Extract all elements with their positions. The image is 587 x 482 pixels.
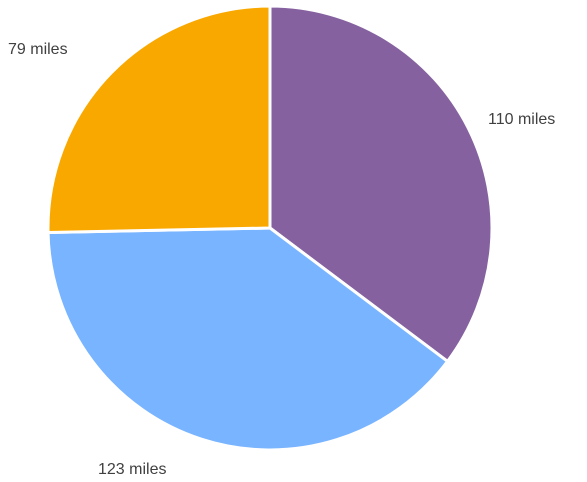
pie-labels: 110 miles 123 miles 79 miles: [8, 41, 555, 478]
pie-slice-2: [46, 226, 449, 452]
pie-slices: [46, 4, 494, 452]
pie-slice-1: [268, 4, 494, 363]
slice-label-2: 123 miles: [98, 461, 166, 478]
slice-label-3: 79 miles: [8, 41, 68, 58]
pie-slice-3: [46, 4, 272, 234]
slice-label-1: 110 miles: [488, 111, 555, 128]
